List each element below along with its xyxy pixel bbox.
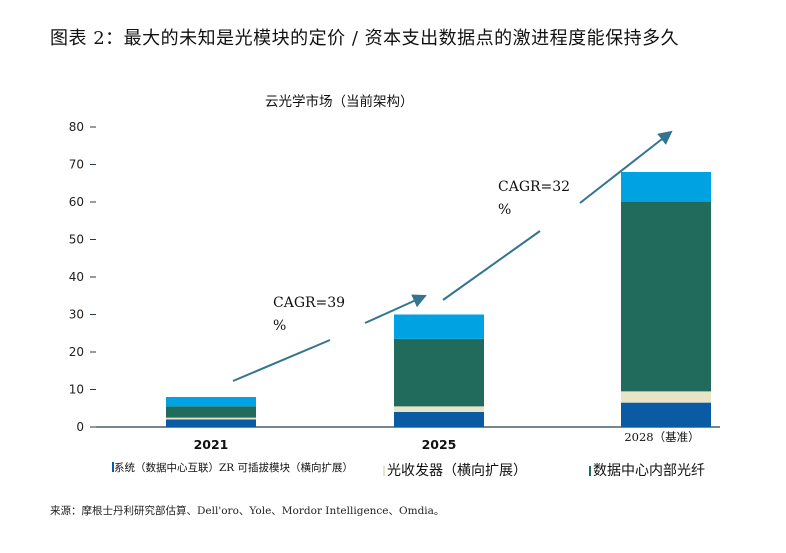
- bar-segment: [394, 406, 484, 412]
- cagr-label-suffix: %: [498, 202, 511, 218]
- y-tick-label: 40: [69, 270, 84, 284]
- legend-swatch: [383, 466, 385, 476]
- legend: 系统（数据中心互联）ZR 可插拔模块（横向扩展） 光收发器（横向扩展） 数据中心内部…: [112, 461, 705, 479]
- chart-title: 云光学市场（当前架构）: [265, 93, 414, 110]
- x-tick-label: 2021: [194, 437, 229, 452]
- cagr-arrow-segment: [364, 294, 427, 324]
- legend-swatch: [589, 466, 591, 476]
- y-tick-label: 10: [69, 383, 84, 397]
- source-note: 来源：摩根士丹利研究部估算、Dell'oro、Yole、Mordor Intel…: [50, 505, 445, 517]
- page-title: 图表 2：最大的未知是光模块的定价 / 资本支出数据点的激进程度能保持多久: [50, 28, 680, 49]
- bar-segment: [394, 314, 484, 339]
- cagr-label: CAGR=39: [273, 295, 345, 311]
- cagr-arrow-segment: [232, 339, 331, 382]
- legend-swatch: [112, 462, 114, 472]
- y-tick-label: 30: [69, 308, 84, 322]
- bar-segment: [394, 412, 484, 427]
- bar-segment: [394, 338, 484, 407]
- y-tick-label: 20: [69, 345, 84, 359]
- legend-label: 光收发器（横向扩展）: [387, 463, 527, 479]
- bar-segment: [166, 419, 256, 427]
- y-tick-label: 50: [69, 233, 84, 247]
- cagr-annotations: CAGR=39% CAGR=32%: [232, 130, 673, 382]
- y-tick-label: 80: [69, 120, 84, 134]
- cagr-label-suffix: %: [273, 318, 286, 334]
- bar-segment: [166, 417, 256, 420]
- x-axis-labels: 2021 2025 2028（基准）: [194, 430, 700, 452]
- cagr-arrow-segment: [442, 230, 541, 301]
- bar-segment: [621, 172, 711, 202]
- bar-segment: [621, 391, 711, 403]
- cagr-arrow-segment: [579, 130, 673, 204]
- y-tick-label: 0: [76, 420, 84, 434]
- legend-label: 数据中心内部光纤: [593, 463, 705, 479]
- bar-group: [166, 172, 711, 427]
- cagr-label: CAGR=32: [498, 179, 570, 195]
- bar-segment: [621, 402, 711, 427]
- bar-segment: [621, 202, 711, 392]
- bar-segment: [166, 406, 256, 418]
- bar-segment: [166, 397, 256, 407]
- y-tick-label: 70: [69, 158, 84, 172]
- x-tick-label: 2028（基准）: [624, 430, 699, 444]
- y-tick-label: 60: [69, 195, 84, 209]
- legend-label: 系统（数据中心互联）ZR 可插拔模块（横向扩展）: [114, 461, 353, 474]
- x-tick-label: 2025: [422, 437, 457, 452]
